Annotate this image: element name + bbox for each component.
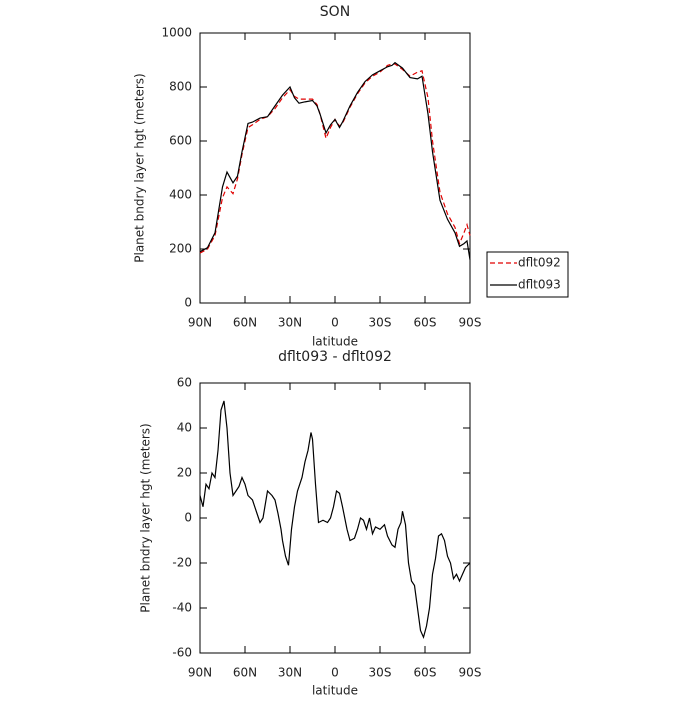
x-tick-label: 90N: [188, 666, 212, 680]
plot-frame: [199, 32, 471, 304]
y-tick-label: 40: [177, 421, 192, 435]
line-series: [199, 400, 471, 640]
y-tick-label: 200: [169, 242, 192, 256]
x-tick-label: 0: [331, 316, 339, 330]
legend-box: [486, 251, 569, 298]
x-axis-label: latitude: [312, 684, 358, 698]
x-tick-label: 0: [331, 666, 339, 680]
x-axis-label: latitude: [312, 335, 358, 349]
x-tick-label: 30N: [278, 316, 302, 330]
line-series: [199, 61, 471, 260]
y-tick-label: -40: [172, 601, 192, 615]
y-axis-label: Planet bndry layer hgt (meters): [139, 423, 153, 613]
y-tick-label: 60: [177, 376, 192, 390]
x-tick-label: 90S: [459, 316, 482, 330]
x-tick-label: 60N: [233, 666, 257, 680]
y-tick-label: 20: [177, 466, 192, 480]
x-tick-label: 60N: [233, 316, 257, 330]
y-tick-label: 800: [169, 80, 192, 94]
y-tick-label: 0: [184, 296, 192, 310]
y-tick-label: 400: [169, 188, 192, 202]
y-axis-label: Planet bndry layer hgt (meters): [133, 73, 147, 263]
x-tick-label: 90N: [188, 316, 212, 330]
y-tick-label: 600: [169, 134, 192, 148]
x-tick-label: 60S: [414, 666, 437, 680]
x-tick-label: 60S: [414, 316, 437, 330]
x-tick-label: 30N: [278, 666, 302, 680]
plot-frame: [199, 382, 471, 654]
y-tick-label: 0: [184, 511, 192, 525]
x-tick-label: 30S: [369, 316, 392, 330]
y-tick-label: 1000: [161, 26, 192, 40]
x-tick-label: 30S: [369, 666, 392, 680]
chart-title: dflt093 - dflt092: [278, 349, 392, 365]
chart-title: SON: [320, 4, 350, 20]
legend-label: dflt092: [518, 256, 561, 270]
x-tick-label: 90S: [459, 666, 482, 680]
y-tick-label: -60: [172, 646, 192, 660]
legend-label: dflt093: [518, 278, 561, 292]
y-tick-label: -20: [172, 556, 192, 570]
